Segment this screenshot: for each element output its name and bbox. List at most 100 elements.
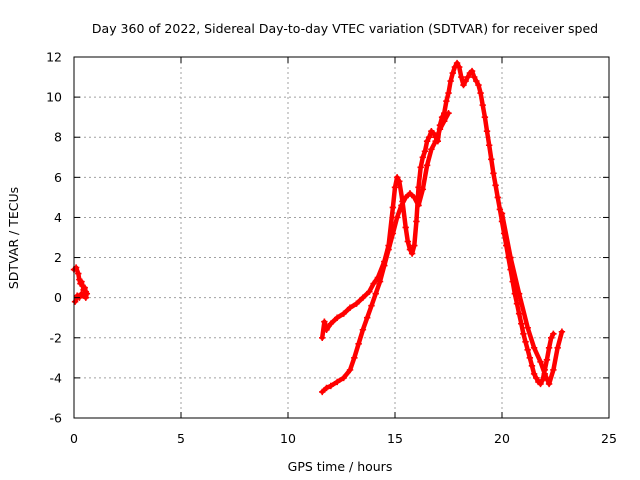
data-point-plus — [321, 318, 328, 325]
data-point-plus — [545, 344, 553, 352]
data-point-plus — [488, 156, 495, 163]
data-point-plus — [71, 298, 79, 305]
data-point-plus — [475, 81, 482, 89]
data-point-plus — [445, 89, 452, 97]
data-point-plus — [473, 77, 480, 85]
data-point-plus — [524, 324, 531, 331]
data-point-plus — [372, 290, 379, 297]
data-point-plus — [537, 358, 544, 366]
series-segment-late-branch — [498, 210, 566, 388]
data-point-plus — [334, 314, 341, 321]
data-point-plus — [543, 356, 551, 364]
data-point-plus — [323, 384, 330, 392]
y-tick-label: 0 — [54, 290, 62, 305]
data-point-plus — [346, 366, 354, 374]
data-point-plus — [426, 134, 433, 141]
data-point-plus — [393, 214, 401, 221]
data-point-plus — [398, 202, 405, 209]
data-point-plus — [490, 170, 497, 177]
data-point-plus — [389, 204, 397, 211]
data-point-plus — [351, 354, 358, 362]
data-point-plus — [537, 380, 544, 388]
series-segment-early — [70, 264, 91, 305]
x-tick-label: 10 — [280, 431, 296, 446]
data-point-plus — [370, 280, 377, 287]
data-point-plus — [402, 224, 409, 231]
data-point-plus — [522, 338, 529, 345]
data-point-plus — [548, 334, 555, 341]
data-point-plus — [432, 138, 439, 145]
y-tick-label: 4 — [54, 210, 62, 225]
y-tick-label: 2 — [54, 250, 62, 265]
data-point-plus — [78, 278, 85, 285]
data-point-plus — [436, 126, 444, 133]
data-point-plus — [423, 162, 431, 169]
data-point-plus — [346, 304, 354, 311]
data-point-plus — [481, 113, 489, 121]
data-point-plus — [340, 374, 347, 382]
data-point-plus — [355, 340, 362, 347]
data-point-plus — [81, 284, 88, 291]
data-point-plus — [419, 154, 427, 161]
data-point-plus — [441, 117, 448, 125]
data-point-plus — [496, 206, 504, 213]
data-point-plus — [353, 300, 360, 307]
y-tick-label: -6 — [50, 411, 63, 426]
plot-frame — [73, 56, 610, 419]
data-point-plus — [520, 330, 527, 337]
data-point-plus — [453, 59, 461, 67]
data-point-plus — [391, 184, 399, 191]
data-point-plus — [78, 290, 85, 297]
data-point-plus — [419, 186, 427, 193]
y-tick-label: -4 — [50, 370, 63, 385]
data-point-plus — [456, 63, 463, 71]
series-trace — [319, 60, 556, 387]
data-point-plus — [402, 194, 409, 201]
data-point-plus — [359, 326, 367, 333]
data-point-plus — [468, 67, 476, 75]
data-point-plus — [415, 184, 422, 191]
y-tick-label: 6 — [54, 170, 62, 185]
data-point-plus — [530, 370, 538, 378]
data-point-plus — [515, 290, 523, 297]
data-point-plus — [376, 278, 384, 285]
x-axis-label: GPS time / hours — [288, 459, 393, 474]
data-point-plus — [368, 302, 375, 309]
data-point-plus — [319, 388, 326, 396]
data-point-plus — [518, 320, 525, 327]
data-point-plus — [458, 73, 465, 81]
data-point-plus — [421, 148, 429, 155]
data-point-plus — [483, 128, 491, 135]
data-point-plus — [494, 194, 501, 201]
data-point-plus — [406, 246, 414, 253]
x-tick-label: 5 — [177, 431, 185, 446]
data-point-plus — [75, 270, 82, 277]
data-point-plus — [413, 218, 420, 225]
data-point-plus — [449, 69, 456, 77]
data-point-plus — [447, 77, 454, 85]
data-point-plus — [381, 262, 388, 269]
y-axis-label: SDTVAR / TECUs — [6, 187, 21, 289]
data-point-plus — [411, 242, 418, 249]
data-point-plus — [541, 370, 548, 378]
grid-lines — [74, 57, 609, 418]
data-point-plus — [417, 164, 424, 171]
data-point-plus — [327, 382, 334, 390]
x-tick-label: 20 — [494, 431, 510, 446]
data-point-plus — [485, 142, 493, 149]
chart-title: Day 360 of 2022, Sidereal Day-to-day VTE… — [92, 21, 598, 36]
data-point-plus — [359, 294, 367, 301]
data-point-plus — [462, 77, 469, 85]
data-point-plus — [554, 344, 561, 352]
data-point-plus — [545, 380, 553, 388]
data-point-plus — [415, 202, 422, 209]
data-point-plus — [406, 190, 414, 197]
data-point-plus — [411, 194, 418, 201]
data-point-plus — [327, 320, 334, 327]
data-point-plus — [558, 328, 566, 335]
data-series-layer — [70, 59, 566, 396]
y-tick-label: 10 — [46, 90, 62, 105]
data-point-plus — [526, 354, 534, 362]
data-point-plus — [319, 334, 326, 341]
